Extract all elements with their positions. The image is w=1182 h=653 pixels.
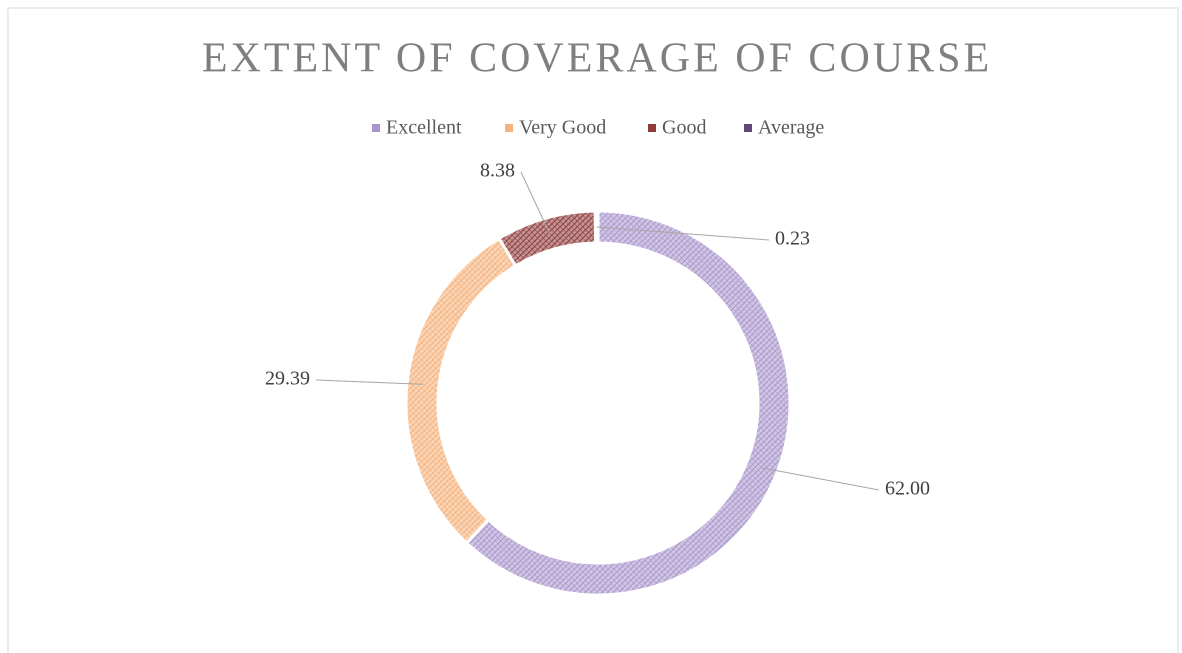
chart-title: EXTENT OF COVERAGE OF COURSE xyxy=(202,36,992,82)
donut-segment xyxy=(464,209,792,597)
legend-label: Good xyxy=(662,117,706,139)
data-label: 29.39 xyxy=(265,368,310,390)
data-label: 8.38 xyxy=(480,160,515,182)
leader-line xyxy=(315,379,424,385)
data-label: 0.23 xyxy=(775,228,810,250)
legend-swatch xyxy=(648,124,656,132)
legend-swatch xyxy=(372,124,380,132)
data-label: 62.00 xyxy=(885,478,930,500)
leader-line xyxy=(520,171,551,234)
donut-segment xyxy=(593,209,600,245)
legend-label: Excellent xyxy=(386,117,462,139)
legend-swatch xyxy=(744,124,752,132)
legend-swatch xyxy=(505,124,513,132)
leader-line xyxy=(761,467,880,491)
leader-line xyxy=(596,226,770,241)
legend-label: Very Good xyxy=(519,117,606,139)
chart-frame xyxy=(7,7,1179,653)
legend-label: Average xyxy=(758,117,824,139)
